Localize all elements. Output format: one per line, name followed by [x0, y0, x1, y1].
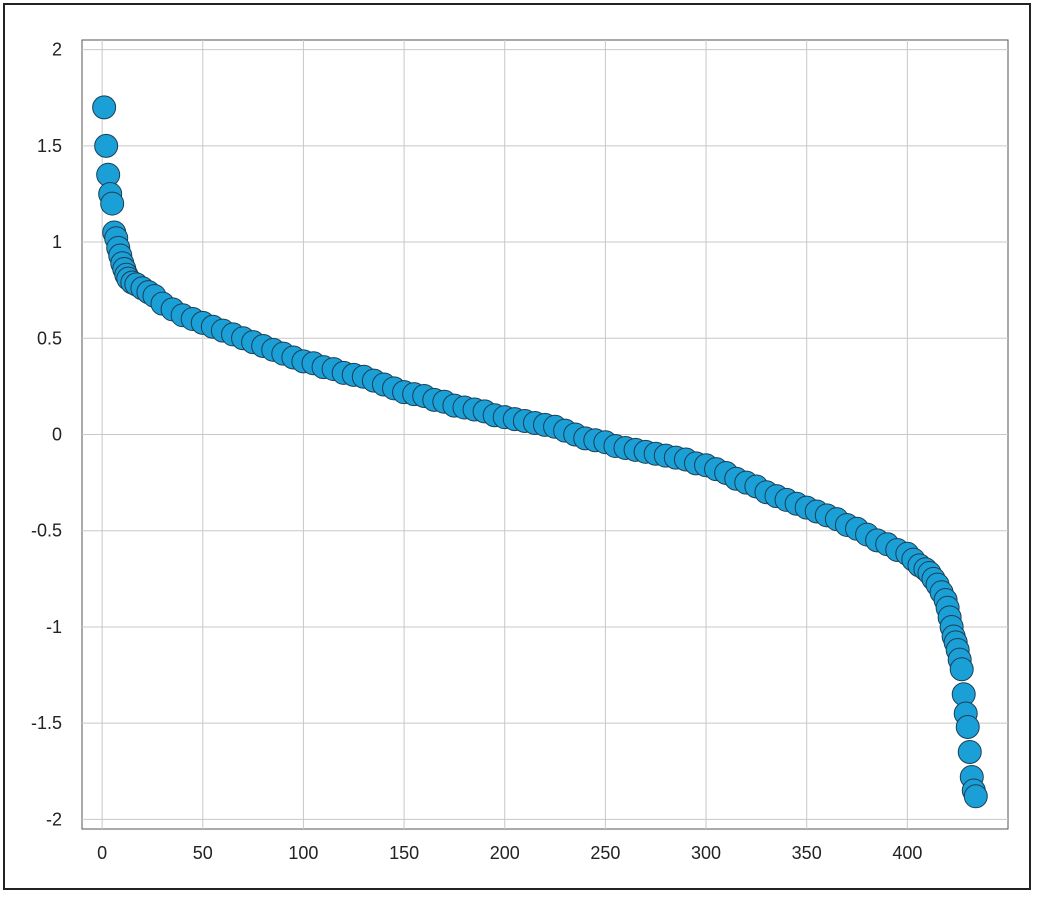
data-point	[94, 133, 119, 158]
data-point	[963, 784, 988, 809]
data-point	[955, 715, 980, 740]
x-axis-ticks: 0 50 100 150 200 250 300 350 400	[97, 843, 922, 863]
y-axis-ticks: 2 1.5 1 0.5 0 -0.5 -1 -1.5 -2	[31, 40, 62, 830]
data-point	[949, 657, 974, 682]
y-tick-label: -1.5	[31, 713, 62, 733]
x-tick-label: 150	[389, 843, 419, 863]
data-point	[92, 95, 117, 120]
x-tick-label: 350	[792, 843, 822, 863]
y-tick-label: 0	[52, 425, 62, 445]
y-tick-label: -1	[46, 617, 62, 637]
x-tick-label: 50	[193, 843, 213, 863]
gridlines	[82, 40, 1008, 829]
x-tick-label: 200	[490, 843, 520, 863]
data-point	[100, 191, 125, 216]
y-tick-label: 1.5	[37, 136, 62, 156]
data-points	[92, 95, 988, 809]
y-tick-label: 1	[52, 232, 62, 252]
y-tick-label: -2	[46, 809, 62, 829]
y-tick-label: -0.5	[31, 521, 62, 541]
y-tick-label: 2	[52, 40, 62, 60]
y-tick-label: 0.5	[37, 328, 62, 348]
x-tick-label: 300	[691, 843, 721, 863]
x-tick-label: 250	[590, 843, 620, 863]
data-point	[957, 740, 982, 765]
x-tick-label: 100	[288, 843, 318, 863]
x-tick-label: 400	[892, 843, 922, 863]
x-tick-label: 0	[97, 843, 107, 863]
